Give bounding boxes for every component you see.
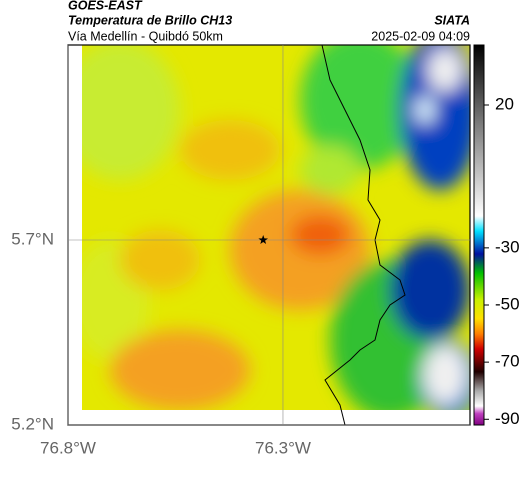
colorbar-tick-label: -30 <box>495 237 520 256</box>
coastline <box>321 44 406 426</box>
lon-tick-label: 76.3°W <box>255 438 311 457</box>
colorbar <box>473 44 485 426</box>
title: Temperatura de Brillo CH13 <box>68 13 232 27</box>
colorbar-tick-label: -90 <box>495 409 520 428</box>
location-marker <box>258 235 268 244</box>
lat-tick-label: 5.2°N <box>11 414 54 433</box>
colorbar-tick-label: -70 <box>495 352 520 371</box>
source: GOES-EAST <box>68 0 143 12</box>
subtitle: Vía Medellín - Quibdó 50km <box>68 29 223 43</box>
agency: SIATA <box>434 13 470 27</box>
lat-tick-label: 5.7°N <box>11 229 54 248</box>
brightness-raster <box>82 45 470 410</box>
lon-tick-label: 76.8°W <box>40 438 96 457</box>
colorbar-tick-label: 20 <box>495 94 514 113</box>
datetime: 2025-02-09 04:09 <box>371 29 470 43</box>
colorbar-tick-label: -50 <box>495 294 520 313</box>
